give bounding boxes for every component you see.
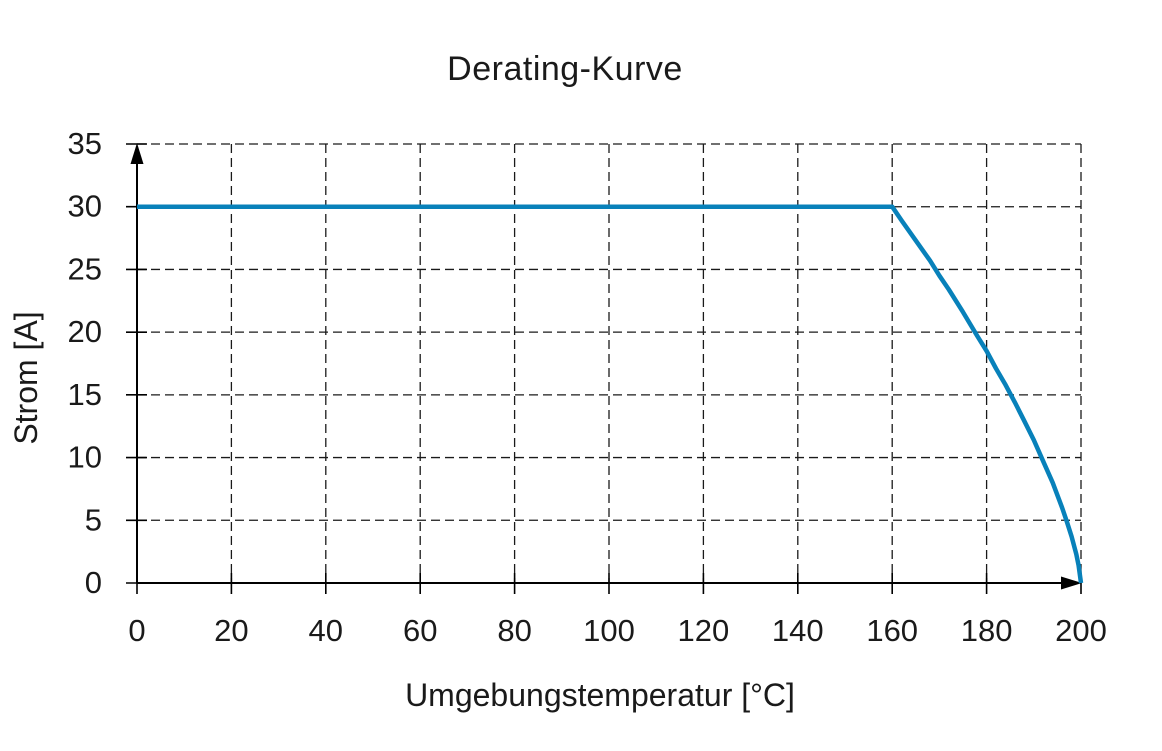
- y-axis-title: Strom [A]: [8, 311, 44, 444]
- tick-label-y-5: 5: [85, 502, 102, 537]
- x-axis-arrow-icon: [1061, 576, 1082, 590]
- tick-labels: 0 20 40 60 80 100 120 140 160 180 200 0 5 10 15 20 25 30 3…: [68, 126, 1107, 648]
- tick-label-x-60: 60: [403, 613, 437, 648]
- tick-label-y-30: 30: [68, 189, 102, 224]
- tick-label-x-80: 80: [497, 613, 531, 648]
- tick-label-x-100: 100: [583, 613, 635, 648]
- tick-label-y-15: 15: [68, 377, 102, 412]
- tick-label-x-120: 120: [678, 613, 730, 648]
- tick-label-y-10: 10: [68, 440, 102, 475]
- tick-label-x-180: 180: [961, 613, 1013, 648]
- chart-title: Derating-Kurve: [447, 50, 683, 88]
- x-axis-title: Umgebungstemperatur [°C]: [405, 677, 795, 713]
- axes: [130, 143, 1082, 590]
- tick-label-y-35: 35: [68, 126, 102, 161]
- tick-label-x-160: 160: [866, 613, 918, 648]
- tick-label-y-0: 0: [85, 565, 102, 600]
- series-lines: [137, 204, 1084, 584]
- tick-label-x-20: 20: [214, 613, 248, 648]
- tick-label-y-25: 25: [68, 251, 102, 286]
- y-axis-arrow-icon: [130, 143, 144, 164]
- tick-label-x-200: 200: [1055, 613, 1107, 648]
- gridlines: [137, 143, 1082, 583]
- curve-derating: [137, 204, 1084, 584]
- axis-ticks: [126, 143, 1082, 594]
- tick-label-x-40: 40: [309, 613, 343, 648]
- tick-label-y-20: 20: [68, 314, 102, 349]
- tick-label-x-0: 0: [128, 613, 145, 648]
- tick-label-x-140: 140: [772, 613, 824, 648]
